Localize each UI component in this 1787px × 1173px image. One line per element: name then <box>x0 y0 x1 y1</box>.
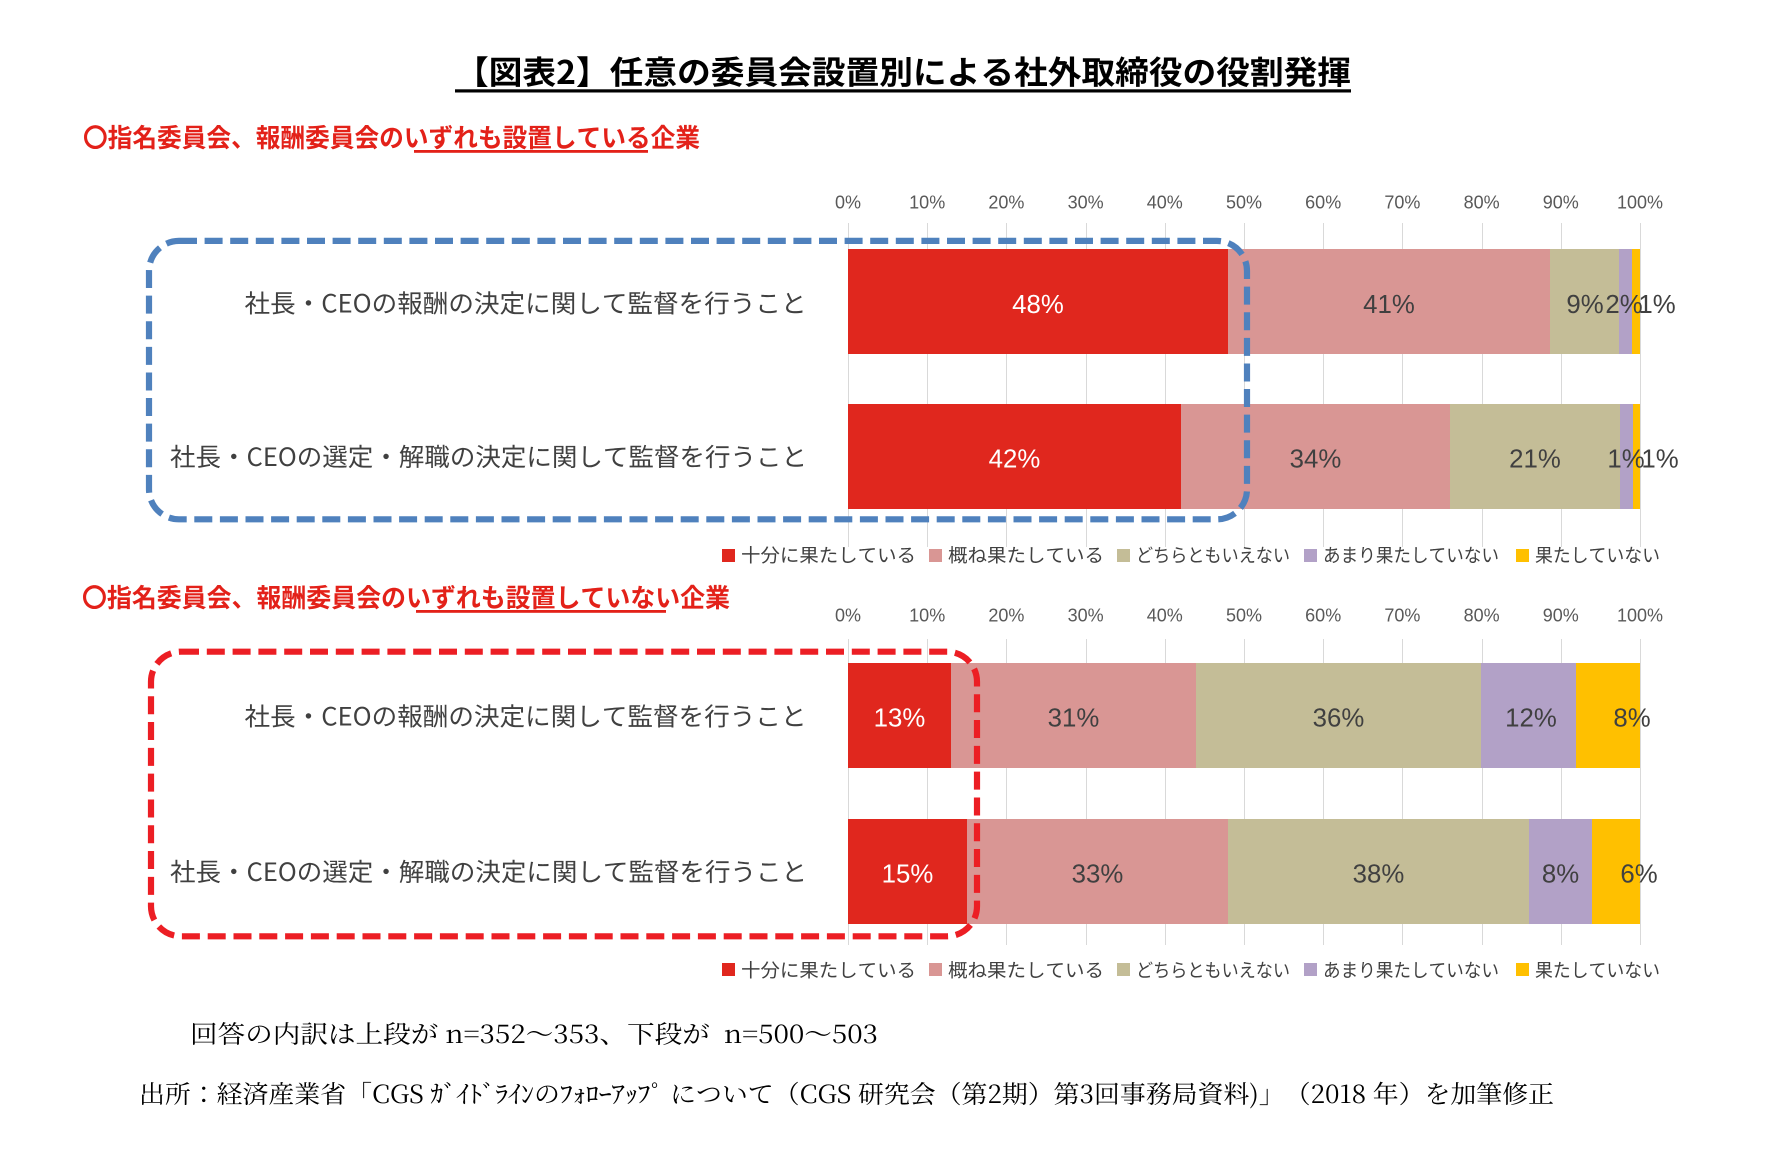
svg-text:1%: 1% <box>1607 446 1644 474</box>
svg-text:50%: 50% <box>1226 193 1262 213</box>
svg-text:12%: 12% <box>1505 705 1557 733</box>
svg-text:40%: 40% <box>1147 606 1183 626</box>
svg-text:70%: 70% <box>1384 606 1420 626</box>
svg-text:10%: 10% <box>909 606 945 626</box>
svg-text:80%: 80% <box>1464 606 1500 626</box>
svg-text:34%: 34% <box>1290 446 1342 474</box>
svg-text:20%: 20% <box>988 193 1024 213</box>
svg-text:42%: 42% <box>989 446 1041 474</box>
svg-text:36%: 36% <box>1313 705 1365 733</box>
svg-text:48%: 48% <box>1012 291 1064 319</box>
svg-text:60%: 60% <box>1305 606 1341 626</box>
svg-text:21%: 21% <box>1509 446 1561 474</box>
svg-text:1%: 1% <box>1641 446 1678 474</box>
svg-text:70%: 70% <box>1384 193 1420 213</box>
svg-text:30%: 30% <box>1068 606 1104 626</box>
svg-text:41%: 41% <box>1363 291 1415 319</box>
svg-text:10%: 10% <box>909 193 945 213</box>
svg-text:8%: 8% <box>1613 705 1650 733</box>
svg-text:2%: 2% <box>1605 291 1642 319</box>
svg-text:90%: 90% <box>1543 193 1579 213</box>
svg-text:15%: 15% <box>882 861 934 889</box>
svg-text:33%: 33% <box>1072 861 1124 889</box>
svg-text:8%: 8% <box>1542 861 1579 889</box>
svg-text:1%: 1% <box>1638 291 1675 319</box>
svg-text:50%: 50% <box>1226 606 1262 626</box>
svg-text:30%: 30% <box>1068 193 1104 213</box>
svg-text:100%: 100% <box>1617 193 1663 213</box>
svg-text:100%: 100% <box>1617 606 1663 626</box>
svg-text:80%: 80% <box>1464 193 1500 213</box>
svg-text:40%: 40% <box>1147 193 1183 213</box>
svg-text:13%: 13% <box>874 705 926 733</box>
svg-text:6%: 6% <box>1620 861 1657 889</box>
svg-text:38%: 38% <box>1353 861 1405 889</box>
svg-text:20%: 20% <box>988 606 1024 626</box>
svg-text:0%: 0% <box>835 606 861 626</box>
svg-text:60%: 60% <box>1305 193 1341 213</box>
svg-text:9%: 9% <box>1566 291 1603 319</box>
svg-text:90%: 90% <box>1543 606 1579 626</box>
svg-text:31%: 31% <box>1048 705 1100 733</box>
svg-text:0%: 0% <box>835 193 861 213</box>
